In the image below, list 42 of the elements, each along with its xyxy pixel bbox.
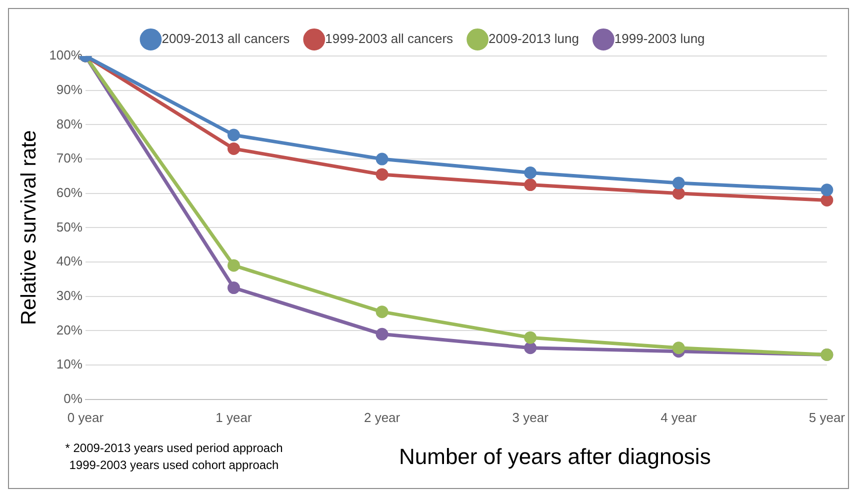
x-tick-label: 2 year <box>364 410 401 425</box>
point <box>376 328 388 340</box>
point <box>227 142 240 155</box>
text: 1999-2003 years used cohort approach <box>68 457 280 474</box>
x-tick-label: 0 year <box>67 410 104 425</box>
point <box>376 306 388 318</box>
x-tick-label: 4 year <box>660 410 698 425</box>
point <box>227 282 240 294</box>
point <box>524 331 537 344</box>
y-tick-label: 0% <box>64 390 83 406</box>
point <box>672 176 685 190</box>
y-tick-label: 90% <box>56 82 83 97</box>
point <box>524 178 537 192</box>
text: * 2009-2013 years used period approach <box>64 440 284 457</box>
legend-label: 1999-2003 all cancers <box>325 31 454 46</box>
point <box>820 194 834 206</box>
y-tick-label: 10% <box>56 356 83 372</box>
y-tick-label: 80% <box>56 116 83 132</box>
point <box>376 168 388 181</box>
y-tick-label: 20% <box>56 322 83 338</box>
x-tick-label: 1 year <box>216 410 252 425</box>
point <box>524 166 537 180</box>
y-tick-label: 50% <box>56 219 83 234</box>
point <box>820 184 834 196</box>
point <box>376 152 388 166</box>
x-tick-label: 3 year <box>512 410 550 425</box>
y-tick-label: 70% <box>56 150 83 166</box>
x-axis-title: Number of years after diagnosis <box>399 444 711 470</box>
point <box>227 259 240 272</box>
legend-label: 2009-2013 all cancers <box>162 31 290 46</box>
legend-label: 1999-2003 lung <box>614 31 705 46</box>
point <box>672 342 685 354</box>
y-tick-label: 30% <box>56 288 83 303</box>
legend-label: 2009-2013 lung <box>488 31 579 46</box>
y-tick-label: 100% <box>49 48 83 63</box>
y-tick-label: 60% <box>56 184 83 200</box>
point <box>672 187 685 200</box>
y-axis-title: Relative survival rate <box>17 130 40 326</box>
point <box>524 342 537 354</box>
x-tick-label: 5 year <box>808 410 846 425</box>
y-tick-label: 40% <box>56 254 83 269</box>
point <box>227 128 240 142</box>
